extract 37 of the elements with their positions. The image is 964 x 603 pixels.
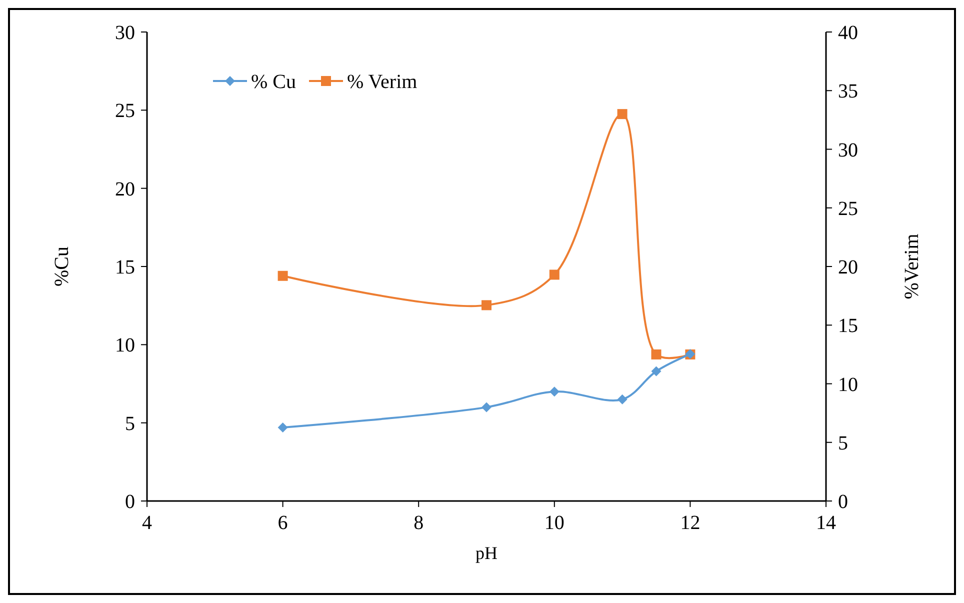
y2-tick-label: 30 [838,139,858,162]
x-tick-label: 14 [816,512,836,534]
y-tick-label: 10 [115,334,135,357]
y2-tick-label: 25 [838,198,858,220]
point [651,366,662,376]
point [617,394,628,404]
y2-tick-label: 40 [838,22,858,44]
point [482,402,492,412]
point [617,109,628,120]
y2-tick-label: 35 [838,80,858,103]
point [278,422,288,433]
x-tick-label: 8 [414,512,424,534]
y2-tick-label: 5 [838,432,848,454]
y-tick-label: 30 [115,22,135,44]
point [549,270,560,280]
y2-tick-label: 15 [838,315,858,338]
legend-label: % Verim [347,71,418,93]
y2-tick-label: 10 [838,374,858,396]
x-tick-label: 10 [544,512,564,534]
y2-tick-label: 20 [838,256,858,278]
x-tick-label: 12 [680,512,700,534]
y-tick-label: 15 [115,256,135,278]
x-axis-title: pH [476,543,498,563]
legend-label: % Cu [251,71,296,93]
y-tick-label: 5 [125,412,135,435]
x-tick-label: 6 [278,512,288,534]
y2-axis-title: %Verim [901,233,923,300]
y2-tick-label: 0 [838,491,848,513]
y-tick-label: 25 [115,100,135,122]
point [549,386,560,397]
point [482,300,492,310]
y-tick-label: 0 [125,491,135,513]
y-tick-label: 20 [115,178,135,200]
y-axis-title: %Cu [51,246,73,286]
point [651,349,662,360]
x-tick-label: 4 [142,512,152,534]
point [278,270,288,281]
